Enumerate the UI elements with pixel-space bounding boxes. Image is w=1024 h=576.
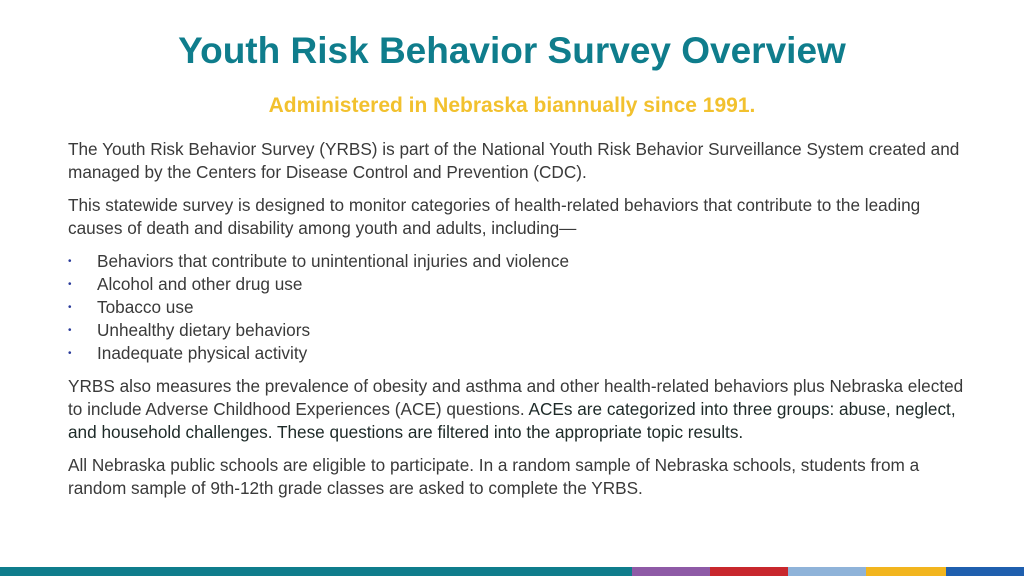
footer-color-bar <box>0 567 1024 576</box>
paragraph-eligibility: All Nebraska public schools are eligible… <box>68 455 920 498</box>
footer-segment-purple <box>632 567 710 576</box>
list-item-label: Unhealthy dietary behaviors <box>97 320 311 340</box>
bullet-icon: • <box>68 256 72 267</box>
list-item: • Alcohol and other drug use <box>68 273 968 296</box>
bullet-icon: • <box>68 325 72 336</box>
list-item-label: Behaviors that contribute to unintention… <box>97 251 570 271</box>
paragraph-yrbs-intro: The Youth Risk Behavior Survey (YRBS) is… <box>68 139 960 182</box>
list-item: • Unhealthy dietary behaviors <box>68 319 968 342</box>
bullet-icon: • <box>68 302 72 313</box>
footer-segment-lightblue <box>788 567 866 576</box>
list-item: • Tobacco use <box>68 296 968 319</box>
footer-segment-yellow <box>866 567 946 576</box>
list-item-label: Inadequate physical activity <box>97 343 308 363</box>
paragraph-ace-part-a: YRBS also measures the prevalence of obe… <box>68 376 964 419</box>
list-item-label: Tobacco use <box>97 297 194 317</box>
list-item-label: Alcohol and other drug use <box>97 274 303 294</box>
list-item: • Behaviors that contribute to unintentio… <box>68 250 968 273</box>
bullet-icon: • <box>68 279 72 290</box>
paragraph-ace-measures: YRBS also measures the prevalence of obe… <box>68 375 968 444</box>
footer-segment-blue <box>946 567 1024 576</box>
paragraph-ace-part-b: ACEs are categorized into three groups: … <box>68 399 956 442</box>
footer-segment-red <box>710 567 788 576</box>
paragraph-survey-purpose: This statewide survey is designed to mon… <box>68 195 921 238</box>
footer-segment-teal <box>0 567 632 576</box>
list-item: • Inadequate physical activity <box>68 342 968 365</box>
slide-title: Youth Risk Behavior Survey Overview <box>178 30 846 71</box>
slide-subtitle: Administered in Nebraska biannually sinc… <box>268 94 756 117</box>
slide-body: The Youth Risk Behavior Survey (YRBS) is… <box>68 138 968 510</box>
behavior-list: • Behaviors that contribute to unintentio… <box>68 250 968 365</box>
bullet-icon: • <box>68 348 72 359</box>
